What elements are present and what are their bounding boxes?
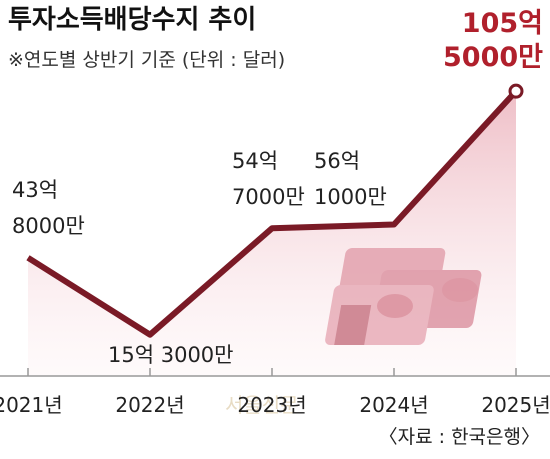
x-tick-label: 2024년	[359, 393, 428, 417]
value-label: 105억 5000만	[443, 8, 543, 73]
line	[26, 89, 519, 338]
value-label: 54억 7000만	[232, 149, 305, 209]
value-label: 43억 8000만	[12, 178, 85, 238]
money-icon	[325, 248, 482, 345]
x-tick-label: 2025년	[481, 393, 550, 417]
x-tick-label: 2022년	[115, 393, 184, 417]
area	[28, 91, 516, 377]
point	[508, 83, 524, 99]
watermark: 서울신문	[225, 393, 299, 417]
chart-subtitle: ※연도별 상반기 기준 (단위 : 달러)	[8, 49, 285, 71]
value-label: 15억 3000만	[108, 343, 233, 367]
x-tick-label: 2023년	[237, 393, 306, 417]
x-tick-label: 2021년	[0, 393, 63, 417]
chart-title: 투자소득배당수지 추이	[8, 5, 256, 35]
source: 〈자료 : 한국은행〉	[379, 426, 540, 448]
value-label: 56억 1000만	[314, 149, 387, 209]
